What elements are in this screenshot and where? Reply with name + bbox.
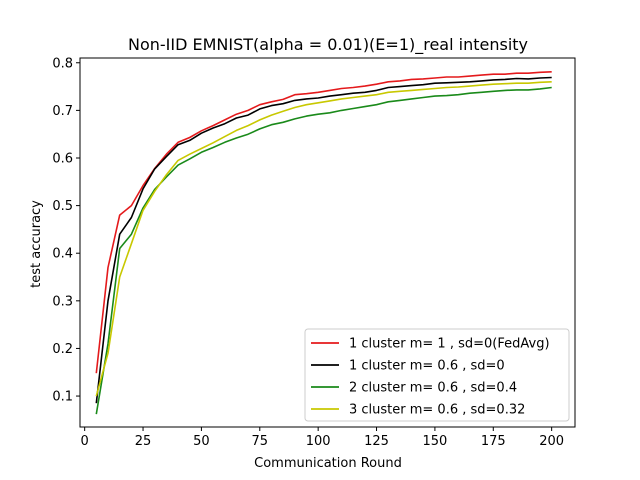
x-tick-label: 0 xyxy=(81,434,89,449)
x-tick-label: 125 xyxy=(364,434,389,449)
y-tick-label: 0.5 xyxy=(52,199,73,214)
x-tick-label: 50 xyxy=(193,434,210,449)
series-line-3 xyxy=(95,86,552,415)
y-tick-label: 0.1 xyxy=(52,390,73,405)
x-axis-label: Communication Round xyxy=(254,456,402,471)
x-tick-label: 150 xyxy=(422,434,447,449)
series-line-2 xyxy=(95,76,552,404)
legend-label-1: 1 cluster m= 1 , sd=0(FedAvg) xyxy=(349,337,550,352)
legend-box xyxy=(304,328,570,422)
series-line-4 xyxy=(95,81,552,397)
y-tick-label: 0.3 xyxy=(52,294,73,309)
x-tick-label: 100 xyxy=(306,434,331,449)
legend-label-3: 2 cluster m= 0.6 , sd=0.4 xyxy=(349,381,517,396)
y-tick-label: 0.8 xyxy=(52,56,73,71)
legend-label-2: 1 cluster m= 0.6 , sd=0 xyxy=(349,359,505,374)
plot-frame xyxy=(79,57,576,428)
y-axis-label: test accuracy xyxy=(29,200,44,288)
x-axis-ticks: 0 25 50 75 100 125 150 175 200 xyxy=(81,427,564,449)
legend-label-4: 3 cluster m= 0.6 , sd=0.32 xyxy=(349,403,525,418)
x-tick-label: 75 xyxy=(252,434,269,449)
y-axis-ticks: 0.1 0.2 0.3 0.4 0.5 0.6 0.7 0.8 xyxy=(52,56,80,405)
legend: 1 cluster m= 1 , sd=0(FedAvg) 1 cluster m… xyxy=(304,328,570,422)
y-tick-label: 0.7 xyxy=(52,104,73,119)
y-tick-label: 0.2 xyxy=(52,342,73,357)
x-tick-label: 200 xyxy=(539,434,564,449)
plot-area xyxy=(79,57,576,428)
x-tick-label: 25 xyxy=(135,434,152,449)
y-tick-label: 0.4 xyxy=(52,247,73,262)
series-line-1 xyxy=(95,71,552,374)
series-layer xyxy=(95,71,552,415)
y-tick-label: 0.6 xyxy=(52,151,73,166)
chart-title: Non-IID EMNIST(alpha = 0.01)(E=1)_real i… xyxy=(128,35,528,55)
x-tick-label: 175 xyxy=(481,434,506,449)
